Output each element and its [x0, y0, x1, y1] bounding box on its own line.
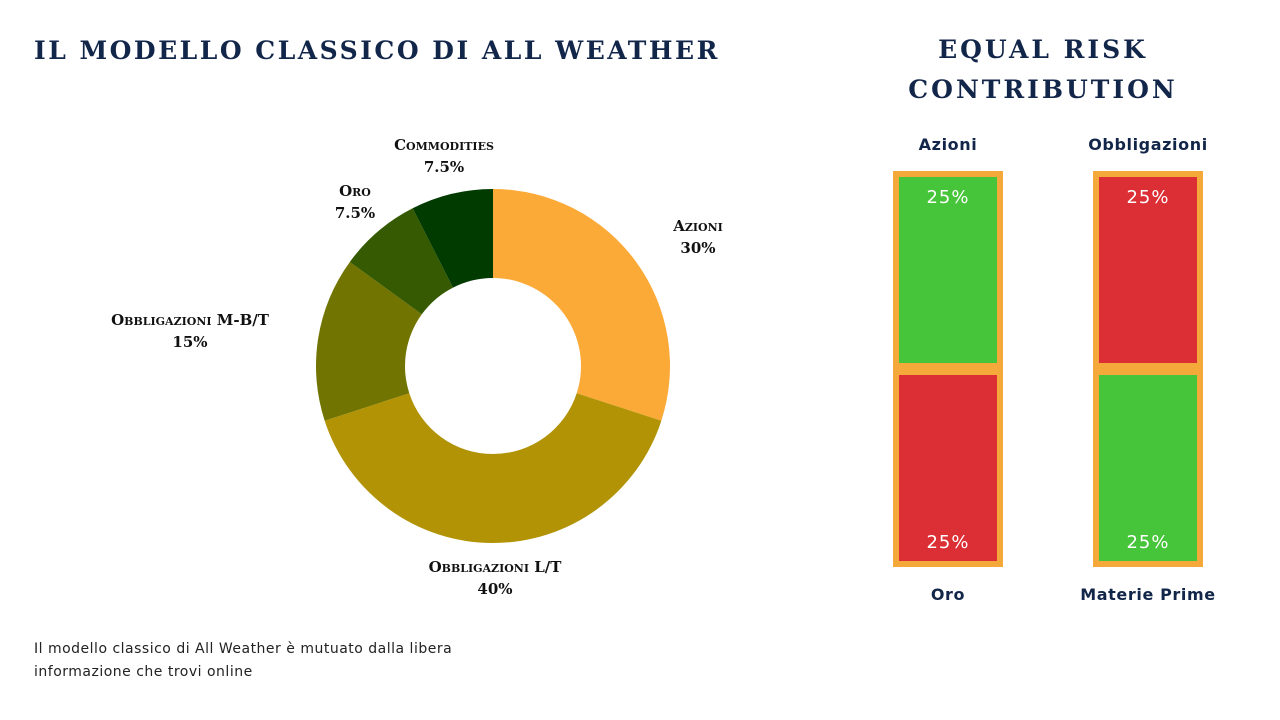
risk-cell-value: 25% — [926, 532, 970, 553]
donut-slice-obbligazioni-m-b-t — [316, 261, 422, 421]
footnote: Il modello classico di All Weather è mut… — [34, 641, 453, 680]
slice-percent: 15% — [172, 333, 208, 351]
slice-label-commodities: Commodities 7.5% — [364, 134, 524, 178]
column-label-obbligazioni: Obbligazioni — [1088, 135, 1208, 154]
slice-name: Commodities — [394, 136, 494, 154]
chart-title-left: IL MODELLO CLASSICO DI ALL WEATHER — [34, 36, 720, 65]
donut-chart — [316, 189, 670, 543]
slice-name: Obbligazioni L/T — [428, 558, 562, 576]
risk-bar-right: 25% 25% — [1093, 171, 1203, 567]
chart-title-right: EQUAL RISK CONTRIBUTION — [908, 35, 1178, 104]
risk-cell-azioni: 25% — [899, 177, 997, 363]
slice-percent: 7.5% — [334, 204, 376, 222]
donut-slice-azioni — [493, 189, 670, 421]
risk-cell-materie-prime: 25% — [1099, 375, 1197, 561]
column-label-oro: Oro — [930, 585, 966, 604]
slice-percent: 30% — [680, 239, 716, 257]
slice-label-obbligazioni-lt: Obbligazioni L/T 40% — [385, 556, 605, 600]
donut-slice-oro — [349, 208, 454, 315]
donut-slice-obbligazioni-l-t — [324, 393, 662, 543]
slice-name: Oro — [339, 182, 371, 200]
slice-name: Azioni — [673, 217, 723, 235]
risk-cell-value: 25% — [1126, 187, 1170, 208]
slice-name: Obbligazioni M-B/T — [111, 311, 269, 329]
slice-label-oro: Oro 7.5% — [310, 180, 400, 224]
column-label-azioni: Azioni — [918, 135, 978, 154]
risk-cell-obbligazioni: 25% — [1099, 177, 1197, 363]
slice-percent: 40% — [477, 580, 513, 598]
risk-cell-value: 25% — [1126, 532, 1170, 553]
risk-bar-left: 25% 25% — [893, 171, 1003, 567]
donut-slice-commodities — [412, 189, 493, 288]
slice-label-obbligazioni-mbt: Obbligazioni M-B/T 15% — [80, 309, 300, 353]
risk-cell-oro: 25% — [899, 375, 997, 561]
risk-cell-value: 25% — [926, 187, 970, 208]
slice-percent: 7.5% — [423, 158, 465, 176]
slice-label-azioni: Azioni 30% — [648, 215, 748, 259]
column-label-materie-prime: Materie Prime — [1080, 585, 1216, 604]
